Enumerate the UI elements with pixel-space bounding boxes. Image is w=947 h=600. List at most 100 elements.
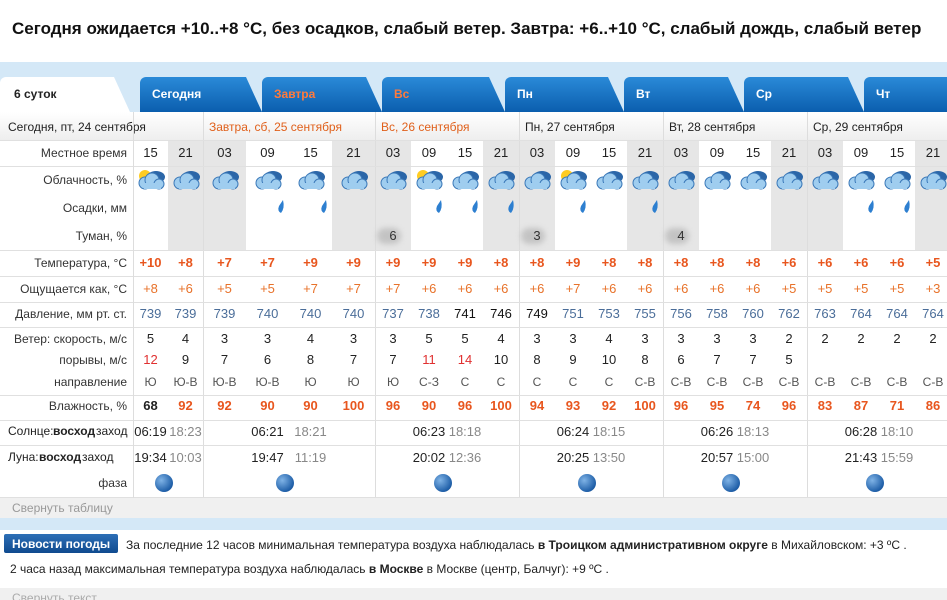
moonrise: 19:47 — [251, 450, 284, 465]
humidity: 100 — [342, 398, 365, 413]
icon-shape — [884, 171, 911, 190]
night-shade — [771, 140, 807, 250]
rain-drop — [277, 200, 285, 214]
tab-label: Вс — [394, 87, 410, 101]
pressure: 760 — [742, 306, 764, 321]
icon-shape — [580, 200, 586, 213]
sunset: 18:13 — [736, 424, 770, 439]
headline-bar: Сегодня ожидается +10..+8 °C, без осадко… — [0, 0, 947, 63]
icon-shape — [668, 171, 695, 190]
icon-shape — [652, 200, 658, 213]
temperature: +9 — [385, 255, 401, 270]
time: 15 — [303, 145, 318, 160]
tab[interactable]: Вс — [382, 77, 505, 112]
row-line — [0, 420, 947, 421]
tab[interactable]: Пн — [505, 77, 624, 112]
feels-like: +6 — [493, 281, 509, 296]
news-text: в Москве (центр, Балчуг): +9 ºC . — [423, 562, 609, 576]
feels-like: +6 — [457, 281, 473, 296]
tab[interactable]: Завтра — [262, 77, 382, 112]
cloud-icon — [294, 167, 328, 193]
gusts: 7 — [220, 352, 229, 367]
tab[interactable]: Ср — [744, 77, 864, 112]
tab[interactable]: Сегодня — [140, 77, 262, 112]
icon-shape — [278, 200, 284, 213]
gusts: 8 — [533, 352, 541, 367]
humidity: 96 — [457, 398, 473, 413]
icon-shape — [303, 183, 321, 189]
moonset: 12:36 — [448, 450, 482, 465]
rain-drop — [320, 200, 328, 214]
row-line — [0, 302, 947, 303]
sunrise: 06:21 — [251, 424, 284, 439]
temperature: +8 — [637, 255, 653, 270]
pressure: 755 — [634, 306, 656, 321]
row-label: Влажность, % — [48, 399, 127, 413]
feels-like: +6 — [745, 281, 761, 296]
feels-like: +6 — [637, 281, 653, 296]
wind-speed: 3 — [533, 331, 541, 346]
moonset: 11:19 — [294, 450, 327, 465]
icon-shape — [782, 183, 799, 189]
wind-speed: 2 — [893, 331, 901, 346]
temperature: +8 — [673, 255, 689, 270]
wind-speed: 5 — [146, 331, 155, 346]
tab[interactable]: 6 суток — [0, 77, 130, 112]
news-button[interactable] — [4, 534, 118, 553]
night-shade — [168, 140, 203, 250]
temperature: +9 — [346, 255, 361, 270]
pressure: 740 — [256, 306, 279, 321]
time: 09 — [260, 145, 275, 160]
collapse-text[interactable]: Свернуть текст — [12, 591, 97, 600]
gusts: 11 — [422, 352, 436, 367]
time: 09 — [709, 145, 725, 160]
collapse-table[interactable]: Свернуть таблицу — [12, 501, 113, 515]
temperature: +8 — [745, 255, 761, 270]
moonrise: 20:02 — [412, 450, 446, 465]
day-divider — [519, 112, 520, 498]
fog: 3 — [533, 228, 541, 243]
pressure: 740 — [342, 306, 365, 321]
night-shade — [627, 140, 663, 250]
wind-direction: С — [496, 375, 506, 389]
fog-blob — [377, 228, 401, 244]
cloud-icon — [736, 167, 770, 193]
sunrise: 06:23 — [412, 424, 446, 439]
night-shade — [483, 140, 519, 250]
icon-shape — [380, 171, 407, 190]
icon-shape — [740, 171, 767, 190]
row-label: заход — [96, 424, 128, 438]
cloud-icon — [664, 167, 698, 193]
pressure: 756 — [670, 306, 692, 321]
wind-speed: 5 — [425, 331, 433, 346]
feels-like: +7 — [385, 281, 401, 296]
icon-shape — [818, 183, 835, 189]
wind-direction: С-В — [670, 375, 692, 389]
wind-direction: С — [604, 375, 614, 389]
tab[interactable]: Вт — [624, 77, 744, 112]
news-text: 2 часа назад максимальная температура во… — [10, 562, 369, 576]
icon-shape — [341, 171, 368, 190]
icon-shape — [566, 183, 583, 189]
temperature: +8 — [709, 255, 725, 270]
time: 21 — [178, 145, 193, 160]
gusts: 10 — [493, 352, 509, 367]
moon-phase — [578, 474, 596, 492]
icon-shape — [386, 183, 403, 189]
tab-label: Завтра — [274, 87, 316, 101]
feels-like: +6 — [529, 281, 545, 296]
tab[interactable]: Чт — [864, 77, 947, 112]
temperature: +9 — [457, 255, 473, 270]
moonrise: 19:34 — [134, 450, 167, 465]
time: 21 — [781, 145, 797, 160]
gusts: 8 — [641, 352, 649, 367]
wind-speed: 3 — [713, 331, 721, 346]
night-shade — [807, 140, 843, 250]
rain-drop — [867, 200, 875, 214]
icon-shape — [472, 200, 478, 213]
row-line — [0, 395, 947, 396]
cloud-icon — [208, 167, 242, 193]
humidity: 95 — [709, 398, 725, 413]
icon-shape — [596, 171, 623, 190]
